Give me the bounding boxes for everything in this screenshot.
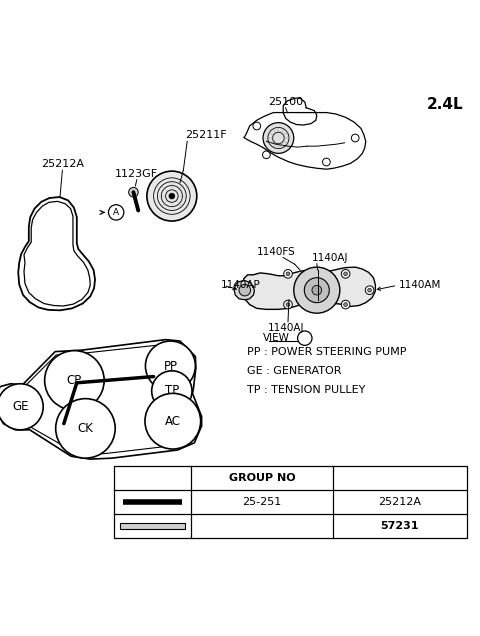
Circle shape xyxy=(0,384,43,430)
Text: 1123GF: 1123GF xyxy=(115,169,158,179)
Polygon shape xyxy=(242,267,375,309)
Text: 25212A: 25212A xyxy=(378,497,421,507)
Circle shape xyxy=(341,270,350,278)
Circle shape xyxy=(365,286,374,294)
Text: A: A xyxy=(113,208,119,217)
Circle shape xyxy=(152,371,192,411)
Text: 25-251: 25-251 xyxy=(242,497,281,507)
Circle shape xyxy=(304,278,329,303)
Text: TP : TENSION PULLEY: TP : TENSION PULLEY xyxy=(247,385,366,395)
Text: 57231: 57231 xyxy=(381,521,419,531)
Text: 25100: 25100 xyxy=(268,97,303,107)
Text: 2.4L: 2.4L xyxy=(427,97,463,112)
Circle shape xyxy=(239,284,251,296)
Circle shape xyxy=(263,123,294,153)
Circle shape xyxy=(294,267,340,313)
Text: 1140AJ: 1140AJ xyxy=(312,252,348,263)
Circle shape xyxy=(169,193,175,199)
Polygon shape xyxy=(2,345,196,455)
Circle shape xyxy=(368,288,372,292)
Polygon shape xyxy=(18,197,95,310)
Text: PP: PP xyxy=(163,359,178,373)
Text: 1140AJ: 1140AJ xyxy=(267,323,304,333)
Circle shape xyxy=(56,399,115,458)
Text: 25212A: 25212A xyxy=(41,159,84,169)
Text: AC: AC xyxy=(165,415,181,427)
Text: GE : GENERATOR: GE : GENERATOR xyxy=(247,366,342,376)
Circle shape xyxy=(286,272,290,276)
Text: 25211F: 25211F xyxy=(185,130,227,141)
Circle shape xyxy=(312,286,322,295)
Circle shape xyxy=(344,272,348,276)
Text: 1140AM: 1140AM xyxy=(398,280,441,291)
Text: 1140FS: 1140FS xyxy=(257,247,295,256)
Bar xyxy=(120,523,185,529)
Circle shape xyxy=(129,188,138,197)
Circle shape xyxy=(341,300,350,309)
Circle shape xyxy=(284,270,292,278)
Text: 1140AP: 1140AP xyxy=(221,280,261,291)
Circle shape xyxy=(286,303,290,307)
Circle shape xyxy=(45,350,104,410)
Text: PP : POWER STEERING PUMP: PP : POWER STEERING PUMP xyxy=(247,347,407,357)
Text: VIEW: VIEW xyxy=(263,333,289,343)
Bar xyxy=(114,466,467,538)
Text: GROUP NO: GROUP NO xyxy=(228,473,295,483)
Text: TP: TP xyxy=(165,384,179,398)
Circle shape xyxy=(344,303,348,307)
Circle shape xyxy=(147,171,197,221)
Circle shape xyxy=(145,393,201,449)
Text: CP: CP xyxy=(67,374,82,387)
Text: GE: GE xyxy=(12,400,28,413)
Circle shape xyxy=(145,341,195,391)
Circle shape xyxy=(284,300,292,309)
Text: CK: CK xyxy=(77,422,94,435)
Polygon shape xyxy=(234,280,254,300)
